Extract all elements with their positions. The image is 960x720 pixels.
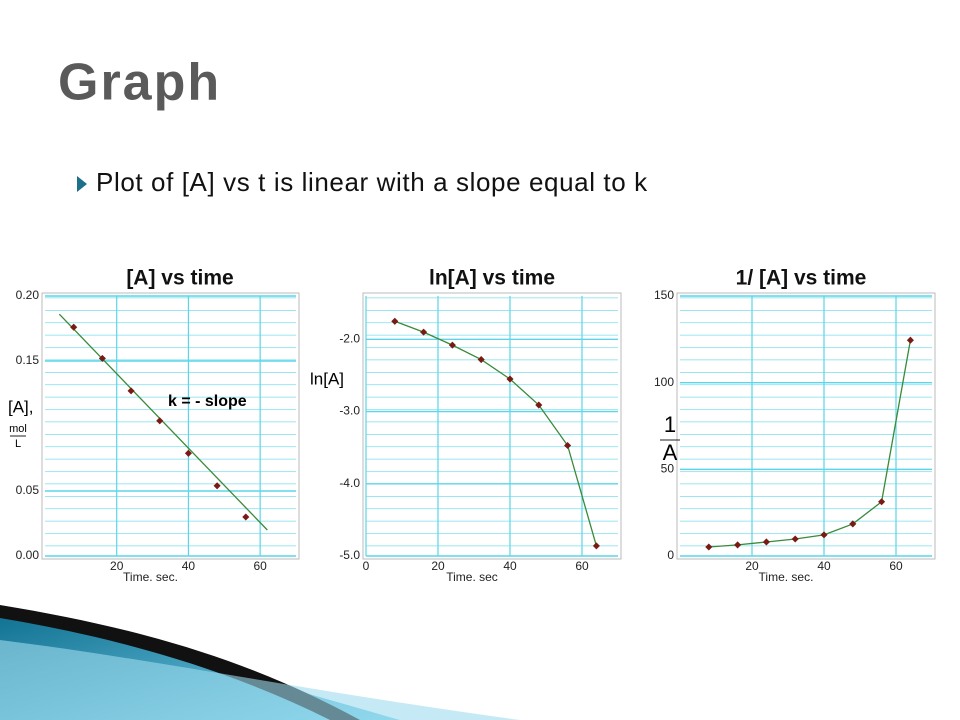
data-point	[820, 531, 828, 539]
y-tick-label: -5.0	[339, 548, 360, 562]
y-unit-den: L	[15, 438, 21, 450]
y-unit-num: mol	[9, 423, 27, 435]
data-point	[878, 498, 886, 506]
chart-title: 1/ [A] vs time	[736, 267, 867, 290]
y-unit-num: 1	[664, 412, 676, 437]
y-tick-label: 0.05	[16, 483, 40, 497]
minor-grid	[366, 296, 618, 556]
data-point	[592, 542, 600, 550]
data-point	[506, 375, 514, 383]
minor-grid	[680, 296, 932, 556]
bullet-marker	[77, 176, 87, 192]
swoosh-light	[0, 640, 520, 720]
series-line	[58, 313, 268, 531]
y-tick-label: -2.0	[339, 332, 360, 346]
x-tick-label: 20	[745, 559, 759, 573]
data-point	[705, 543, 713, 551]
data-point	[564, 441, 572, 450]
y-axis-label: [A],	[8, 397, 34, 416]
x-tick-label: 40	[503, 559, 517, 573]
x-tick-label: 60	[889, 559, 903, 573]
data-point	[791, 535, 799, 543]
x-tick-label: 0	[363, 559, 370, 573]
x-axis-label: Time. sec.	[123, 570, 178, 584]
data-point	[213, 482, 221, 490]
x-tick-label: 20	[110, 559, 124, 573]
y-tick-label: 0.00	[16, 548, 40, 562]
y-tick-label: 0.20	[16, 288, 40, 302]
data-point	[70, 323, 78, 331]
x-tick-label: 40	[182, 559, 196, 573]
y-tick-label: 50	[661, 462, 675, 476]
x-axis-label: Time. sec.	[759, 570, 814, 584]
data-point	[420, 328, 428, 336]
data-point	[762, 538, 770, 546]
annotation: k = - slope	[168, 393, 247, 410]
slide-title: Graph	[58, 54, 221, 112]
bullet-text: Plot of [A] vs t is linear with a slope …	[96, 167, 648, 197]
y-axis-label: ln[A]	[310, 369, 344, 388]
x-tick-label: 40	[817, 559, 831, 573]
y-tick-label: -3.0	[339, 404, 360, 418]
data-point	[391, 317, 399, 325]
data-point	[477, 356, 485, 364]
y-tick-label: 0.15	[16, 353, 40, 367]
x-tick-label: 20	[431, 559, 445, 573]
data-point	[242, 513, 250, 521]
x-tick-label: 60	[253, 559, 267, 573]
data-point	[535, 401, 543, 409]
x-tick-label: 60	[575, 559, 589, 573]
data-point	[734, 541, 742, 549]
chart-title: [A] vs time	[126, 267, 233, 290]
chart-title: ln[A] vs time	[429, 267, 555, 290]
series-line	[708, 340, 912, 548]
data-point	[156, 417, 164, 425]
y-tick-label: 0	[667, 548, 674, 562]
y-tick-label: 100	[654, 375, 674, 389]
data-point	[849, 520, 857, 528]
y-unit-den: A	[663, 440, 678, 465]
series-line	[394, 320, 598, 547]
y-tick-label: 150	[654, 288, 674, 302]
data-point	[906, 336, 914, 344]
minor-grid	[45, 296, 296, 556]
x-axis-label: Time. sec	[446, 570, 498, 584]
data-point	[127, 387, 135, 395]
data-point	[98, 354, 106, 362]
data-point	[184, 449, 192, 457]
y-tick-label: -4.0	[339, 476, 360, 490]
data-point	[448, 341, 456, 349]
